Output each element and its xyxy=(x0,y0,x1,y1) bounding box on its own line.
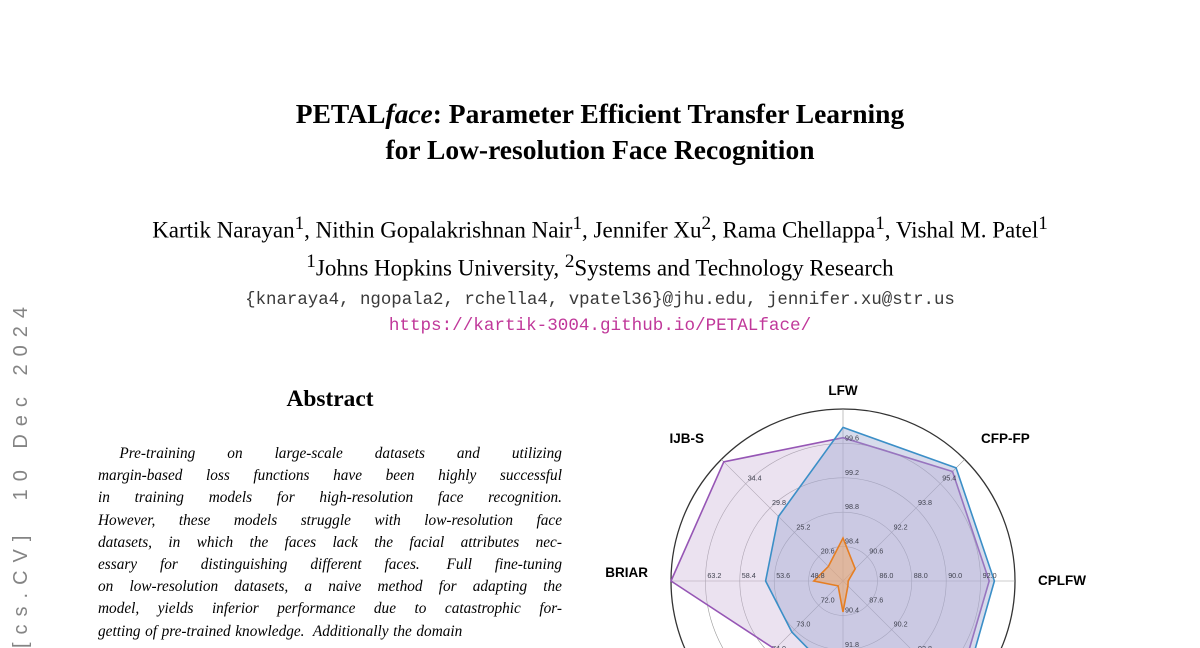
svg-text:58.4: 58.4 xyxy=(742,571,756,580)
svg-text:73.0: 73.0 xyxy=(796,620,810,629)
svg-text:29.8: 29.8 xyxy=(772,498,786,507)
svg-text:86.0: 86.0 xyxy=(879,571,893,580)
svg-text:88.0: 88.0 xyxy=(914,571,928,580)
svg-text:LFW: LFW xyxy=(828,383,857,398)
svg-text:72.0: 72.0 xyxy=(821,595,835,604)
svg-text:87.6: 87.6 xyxy=(869,595,883,604)
svg-text:CPLFW: CPLFW xyxy=(1038,573,1086,588)
svg-text:IJB-S: IJB-S xyxy=(669,431,704,446)
svg-text:93.8: 93.8 xyxy=(918,498,932,507)
svg-text:90.4: 90.4 xyxy=(845,605,859,614)
svg-text:92.8: 92.8 xyxy=(918,644,932,648)
svg-text:74.0: 74.0 xyxy=(772,644,786,648)
svg-text:CFP-FP: CFP-FP xyxy=(981,431,1030,446)
svg-text:91.8: 91.8 xyxy=(845,640,859,648)
svg-text:48.8: 48.8 xyxy=(811,571,825,580)
svg-text:20.6: 20.6 xyxy=(821,547,835,556)
svg-text:BRIAR: BRIAR xyxy=(605,565,648,580)
svg-text:98.4: 98.4 xyxy=(845,537,859,546)
svg-text:92.2: 92.2 xyxy=(894,522,908,531)
svg-text:53.6: 53.6 xyxy=(776,571,790,580)
svg-text:92.0: 92.0 xyxy=(983,571,997,580)
svg-text:98.8: 98.8 xyxy=(845,502,859,511)
svg-text:95.4: 95.4 xyxy=(942,474,956,483)
svg-text:99.2: 99.2 xyxy=(845,468,859,477)
svg-text:99.6: 99.6 xyxy=(845,433,859,442)
svg-text:90.0: 90.0 xyxy=(948,571,962,580)
svg-text:63.2: 63.2 xyxy=(707,571,721,580)
svg-text:25.2: 25.2 xyxy=(796,522,810,531)
svg-text:90.6: 90.6 xyxy=(869,547,883,556)
svg-text:34.4: 34.4 xyxy=(748,474,762,483)
svg-text:90.2: 90.2 xyxy=(894,620,908,629)
